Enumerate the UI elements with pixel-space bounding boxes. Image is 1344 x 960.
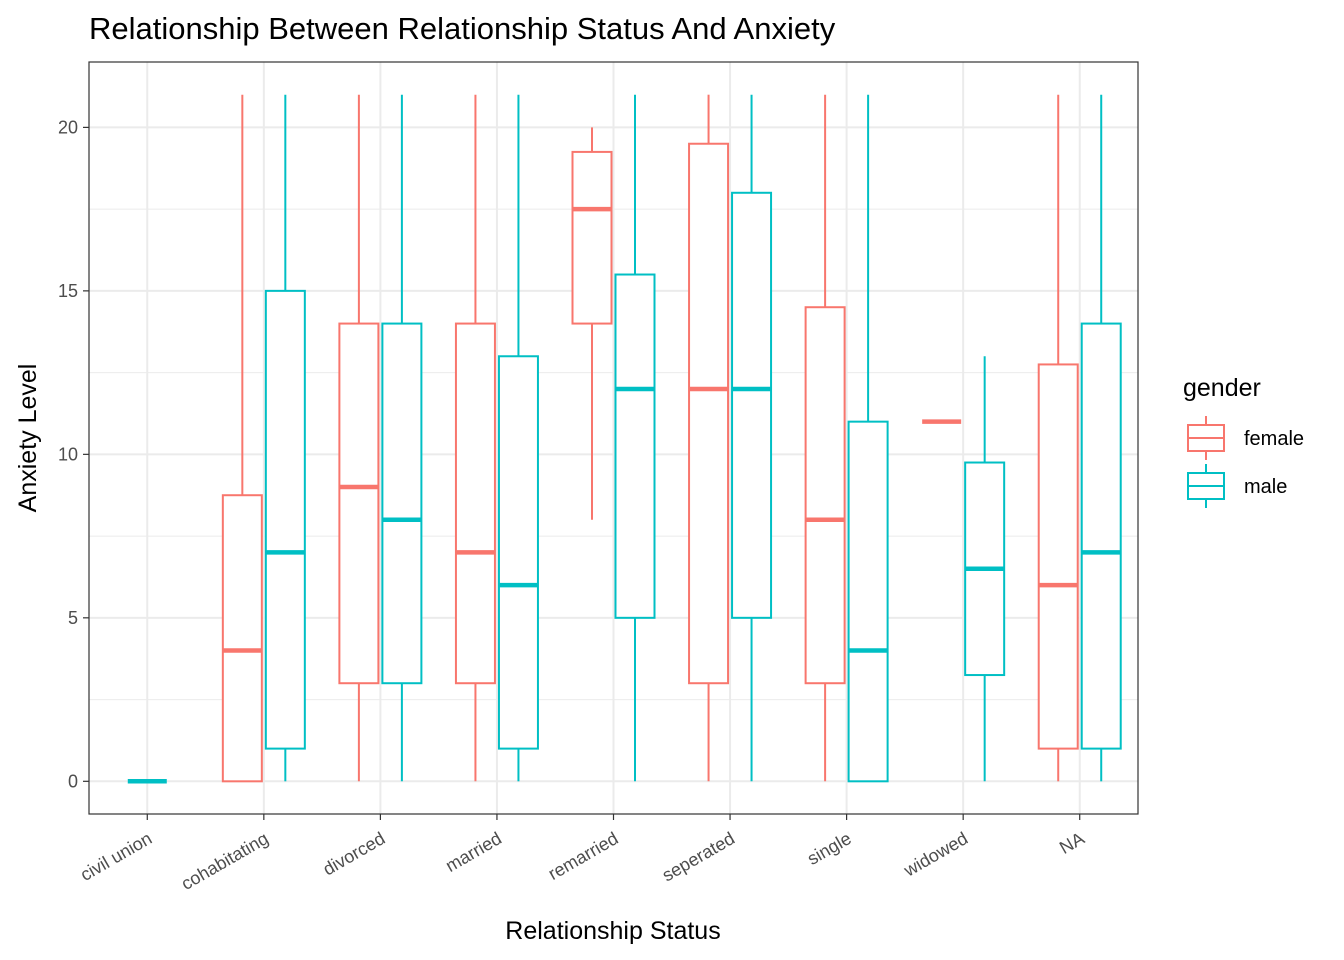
x-tick-label: seperated [659, 828, 738, 885]
box-female [454, 94, 496, 782]
iqr-box [614, 273, 656, 619]
chart-title: Relationship Between Relationship Status… [89, 11, 836, 46]
y-tick-label: 20 [58, 117, 78, 137]
iqr-box [731, 191, 773, 619]
x-tick-label: single [804, 828, 855, 869]
x-tick-label: widowed [900, 828, 972, 881]
box-male [614, 94, 656, 782]
legend-key-female [1187, 416, 1225, 460]
x-axis-title: Relationship Status [505, 917, 720, 945]
box-female [571, 127, 613, 520]
box-male [731, 94, 773, 782]
grid-layer [89, 62, 1138, 814]
y-tick-label: 5 [68, 608, 78, 628]
iqr-box [804, 306, 846, 685]
y-tick-label: 10 [58, 444, 78, 464]
iqr-box [497, 355, 539, 750]
x-tick-label: NA [1056, 828, 1088, 858]
iqr-box [847, 420, 889, 783]
box-male [1080, 94, 1122, 782]
box-female [804, 94, 846, 782]
legend-key-male [1187, 464, 1225, 508]
box-male [264, 94, 306, 782]
iqr-box [454, 322, 496, 685]
box-male [497, 94, 539, 782]
box-male [381, 94, 423, 782]
legend-label-female: female [1244, 428, 1304, 450]
legend-title: gender [1183, 374, 1261, 402]
box-female [338, 94, 380, 782]
box-female [688, 94, 730, 782]
x-tick-label: cohabitating [178, 828, 272, 894]
iqr-box [264, 289, 306, 750]
iqr-box [1037, 363, 1079, 750]
iqr-box [571, 150, 613, 325]
box-female [1037, 94, 1079, 782]
box-layer [127, 94, 1122, 784]
iqr-box [221, 494, 263, 783]
iqr-box [688, 142, 730, 685]
x-tick-label: divorced [319, 828, 388, 879]
y-axis-title: Anxiety Level [14, 364, 42, 513]
box-male [964, 356, 1006, 782]
iqr-box [1080, 322, 1122, 750]
iqr-box [381, 322, 423, 685]
box-male [847, 94, 889, 783]
iqr-box [338, 322, 380, 685]
legend: gender female male [1183, 374, 1304, 508]
y-tick-label: 0 [68, 771, 78, 791]
x-tick-label: married [442, 828, 505, 876]
x-tick-label: remarried [545, 828, 622, 884]
legend-label-male: male [1244, 476, 1287, 498]
y-tick-label: 15 [58, 281, 78, 301]
x-tick-label: civil union [77, 828, 155, 885]
box-female [221, 94, 263, 783]
